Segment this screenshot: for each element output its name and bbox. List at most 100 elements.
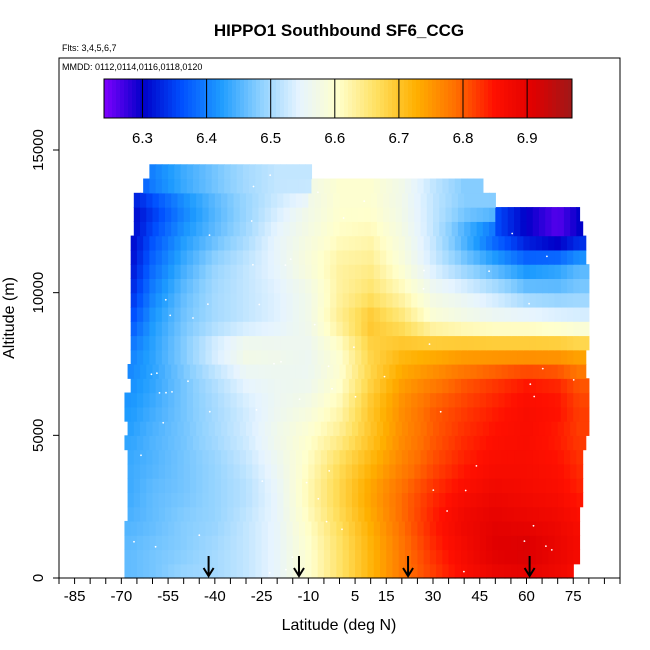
heatmap-cell [554,249,562,265]
heatmap-cell [464,478,471,493]
heatmap-cell [270,207,278,222]
heatmap-cell [239,506,247,522]
heatmap-cell [211,349,219,365]
heatmap-cell [367,435,375,451]
heatmap-cell [560,321,568,337]
heatmap-cell [380,292,387,308]
heatmap-cell [573,292,581,308]
heatmap-cell [395,221,403,237]
sample-point [546,255,548,258]
heatmap-cell [274,392,281,408]
heatmap-cell [168,535,175,551]
heatmap-cell [221,364,228,379]
heatmap-cell [289,207,297,222]
heatmap-cell [476,449,484,465]
heatmap-cell [270,364,278,379]
heatmap-cell [376,421,384,436]
heatmap-cell [274,435,281,451]
heatmap-cell [507,421,515,436]
heatmap-cell [211,292,219,308]
heatmap-cell [217,378,225,394]
heatmap-cell [274,406,281,422]
heatmap-cell [342,264,350,279]
heatmap-cell [323,292,331,308]
heatmap-cell [205,249,213,265]
heatmap-cell [417,378,425,394]
heatmap-cell [464,364,471,379]
heatmap-cell [467,392,475,408]
heatmap-cell [242,378,250,394]
heatmap-cell [270,449,278,465]
heatmap-cell [295,506,303,522]
heatmap-cell [320,192,328,208]
heatmap-cell [473,278,481,294]
heatmap-cell [538,421,546,436]
heatmap-cell [401,478,409,493]
heatmap-cell [454,549,462,565]
heatmap-cell [355,335,362,351]
flights-label: Flts: 3,4,5,6,7 [62,43,117,53]
heatmap-cell [336,264,344,279]
heatmap-cell [342,335,350,351]
sample-point [207,303,209,305]
heatmap-cell [330,321,337,337]
heatmap-cell [233,449,241,465]
heatmap-cell [217,435,225,451]
heatmap-cell [208,192,216,208]
heatmap-cell [274,292,281,308]
heatmap-cell [585,392,590,408]
heatmap-cell [579,321,587,337]
heatmap-cell [473,249,481,265]
heatmap-cell [373,349,381,365]
heatmap-cell [308,221,316,237]
heatmap-cell [464,506,471,522]
heatmap-cell [336,520,344,536]
heatmap-cell [136,563,144,579]
heatmap-cell [504,535,512,551]
heatmap-cell [183,192,191,208]
heatmap-cell [442,378,450,394]
heatmap-cell [504,321,512,337]
heatmap-cell [193,178,200,194]
heatmap-cell [336,535,344,551]
heatmap-cell [567,349,574,365]
heatmap-cell [367,335,375,351]
heatmap-cell [535,249,543,265]
heatmap-cell [573,520,581,536]
heatmap-cell [417,392,425,408]
heatmap-cell [155,435,163,451]
sample-point [446,510,448,512]
heatmap-cell [479,520,487,536]
heatmap-cell [373,264,381,279]
heatmap-cell [242,349,250,365]
heatmap-cell [236,235,244,251]
heatmap-cell [529,321,537,337]
heatmap-cell [479,278,487,294]
heatmap-cell [551,207,559,222]
heatmap-cell [498,278,506,294]
heatmap-cell [551,449,559,465]
heatmap-cell [333,421,341,436]
heatmap-cell [292,164,300,180]
heatmap-cell [242,306,250,322]
heatmap-cell [585,335,590,351]
heatmap-cell [414,449,422,465]
heatmap-cell [389,207,397,222]
heatmap-cell [411,563,419,579]
heatmap-cell [249,335,256,351]
colorbar-segment [556,79,561,118]
heatmap-cell [292,406,300,422]
heatmap-cell [532,364,540,379]
colorbar-segment [492,79,497,118]
heatmap-cell [345,207,353,222]
heatmap-cell [535,563,543,579]
heatmap-cell [230,535,238,551]
heatmap-cell [205,292,213,308]
heatmap-cell [261,235,269,251]
heatmap-cell [168,563,175,579]
heatmap-cell [370,478,378,493]
heatmap-cell [473,563,481,579]
heatmap-cell [221,492,228,508]
heatmap-cell [317,278,325,294]
heatmap-cell [302,506,309,522]
